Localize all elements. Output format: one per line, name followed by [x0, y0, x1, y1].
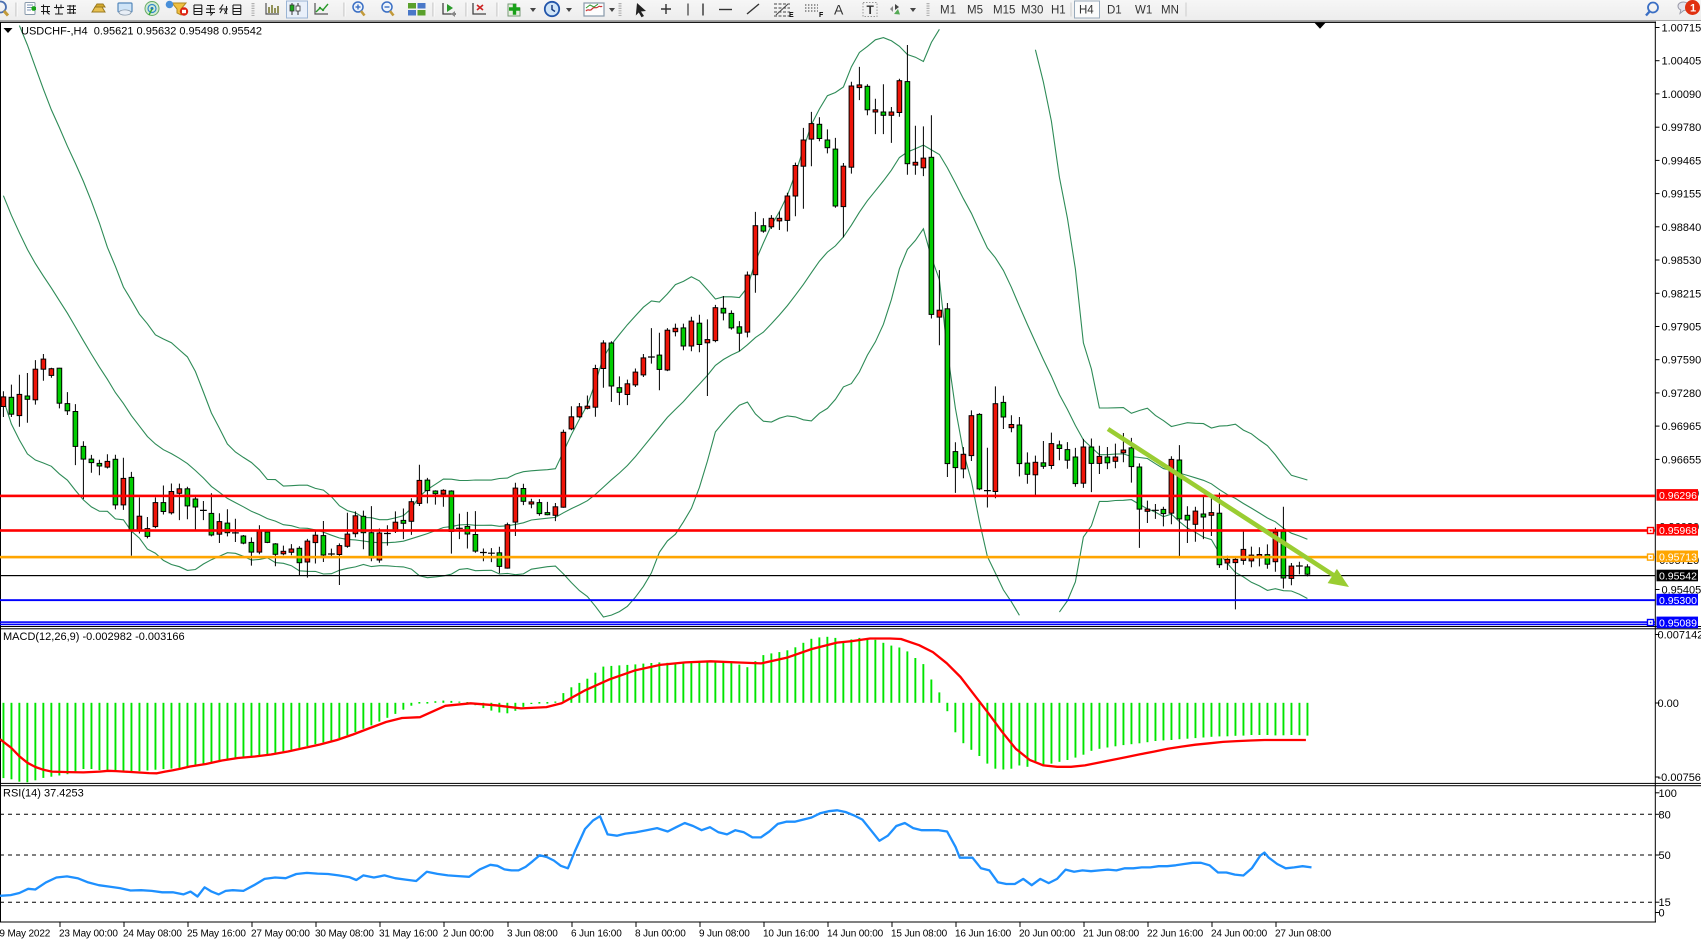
svg-text:0.98215: 0.98215	[1662, 288, 1701, 300]
svg-text:0.95089: 0.95089	[1659, 618, 1697, 630]
svg-text:9 Jun 08:00: 9 Jun 08:00	[699, 929, 750, 940]
svg-text:RSI(14) 37.4253: RSI(14) 37.4253	[3, 788, 84, 800]
svg-text:0.99780: 0.99780	[1662, 122, 1701, 134]
svg-text:F: F	[819, 12, 824, 19]
svg-text:0.95713: 0.95713	[1659, 552, 1697, 564]
svg-text:100: 100	[1659, 788, 1677, 800]
svg-text:0.96655: 0.96655	[1662, 454, 1701, 466]
svg-text:3 Jun 08:00: 3 Jun 08:00	[507, 929, 558, 940]
svg-text:H1: H1	[1051, 5, 1066, 17]
svg-text:MN: MN	[1161, 5, 1179, 17]
svg-text:27 Jun 08:00: 27 Jun 08:00	[1275, 929, 1332, 940]
svg-text:15 Jun 08:00: 15 Jun 08:00	[891, 929, 948, 940]
svg-text:50: 50	[1659, 850, 1671, 862]
svg-text:24 May 08:00: 24 May 08:00	[123, 929, 182, 940]
svg-text:23 May 00:00: 23 May 00:00	[59, 929, 118, 940]
svg-text:2 Jun 00:00: 2 Jun 00:00	[443, 929, 494, 940]
svg-text:0.95300: 0.95300	[1659, 595, 1697, 607]
svg-text:1: 1	[1690, 3, 1696, 15]
svg-text:15: 15	[1659, 897, 1671, 909]
svg-text:21 Jun 08:00: 21 Jun 08:00	[1083, 929, 1140, 940]
svg-text:T: T	[867, 3, 875, 17]
svg-text:0.98530: 0.98530	[1662, 255, 1701, 267]
svg-text:0.97905: 0.97905	[1662, 322, 1701, 334]
svg-text:M1: M1	[940, 5, 956, 17]
svg-text:27 May 00:00: 27 May 00:00	[251, 929, 310, 940]
svg-text:E: E	[789, 12, 794, 19]
svg-text:1.00405: 1.00405	[1662, 56, 1701, 68]
svg-text:W1: W1	[1135, 5, 1152, 17]
svg-text:22 Jun 16:00: 22 Jun 16:00	[1147, 929, 1204, 940]
svg-text:D1: D1	[1107, 5, 1122, 17]
svg-text:14 Jun 00:00: 14 Jun 00:00	[827, 929, 884, 940]
svg-text:0.99155: 0.99155	[1662, 189, 1701, 201]
svg-text:H4: H4	[1079, 5, 1094, 17]
svg-text:25 May 16:00: 25 May 16:00	[187, 929, 246, 940]
svg-text:0.97590: 0.97590	[1662, 355, 1701, 367]
svg-text:24 Jun 00:00: 24 Jun 00:00	[1211, 929, 1268, 940]
svg-text:0.95405: 0.95405	[1662, 585, 1701, 597]
svg-text:0.96965: 0.96965	[1662, 421, 1701, 433]
svg-text:8 Jun 00:00: 8 Jun 00:00	[635, 929, 686, 940]
svg-text:10 Jun 16:00: 10 Jun 16:00	[763, 929, 820, 940]
svg-text:0.007142: 0.007142	[1658, 630, 1701, 642]
svg-text:1.00715: 1.00715	[1662, 23, 1701, 35]
svg-text:0: 0	[1659, 908, 1665, 920]
svg-text:A: A	[834, 2, 844, 18]
svg-text:USDCHF-,H4 0.95621 0.95632 0.: USDCHF-,H4 0.95621 0.95632 0.95498 0.955…	[21, 26, 262, 38]
svg-text:1.00090: 1.00090	[1662, 89, 1701, 101]
svg-text:M5: M5	[967, 5, 983, 17]
svg-text:6 Jun 16:00: 6 Jun 16:00	[571, 929, 622, 940]
svg-text:M15: M15	[993, 5, 1015, 17]
svg-text:0.00: 0.00	[1658, 698, 1679, 710]
svg-text:31 May 16:00: 31 May 16:00	[379, 929, 438, 940]
svg-text:0.99465: 0.99465	[1662, 155, 1701, 167]
svg-text:0.96296: 0.96296	[1659, 490, 1697, 502]
svg-text:20 Jun 00:00: 20 Jun 00:00	[1019, 929, 1076, 940]
svg-text:19 May 2022: 19 May 2022	[0, 929, 51, 940]
svg-text:M30: M30	[1021, 5, 1043, 17]
svg-text:16 Jun 16:00: 16 Jun 16:00	[955, 929, 1012, 940]
svg-text:0.95542: 0.95542	[1659, 571, 1697, 583]
svg-text:0.98840: 0.98840	[1662, 222, 1701, 234]
svg-text:30 May 08:00: 30 May 08:00	[315, 929, 374, 940]
svg-text:MACD(12,26,9) -0.002982 -0.003: MACD(12,26,9) -0.002982 -0.003166	[3, 631, 185, 643]
svg-text:80: 80	[1659, 809, 1671, 821]
svg-text:0.97280: 0.97280	[1662, 388, 1701, 400]
svg-text:0.95968: 0.95968	[1659, 525, 1697, 537]
